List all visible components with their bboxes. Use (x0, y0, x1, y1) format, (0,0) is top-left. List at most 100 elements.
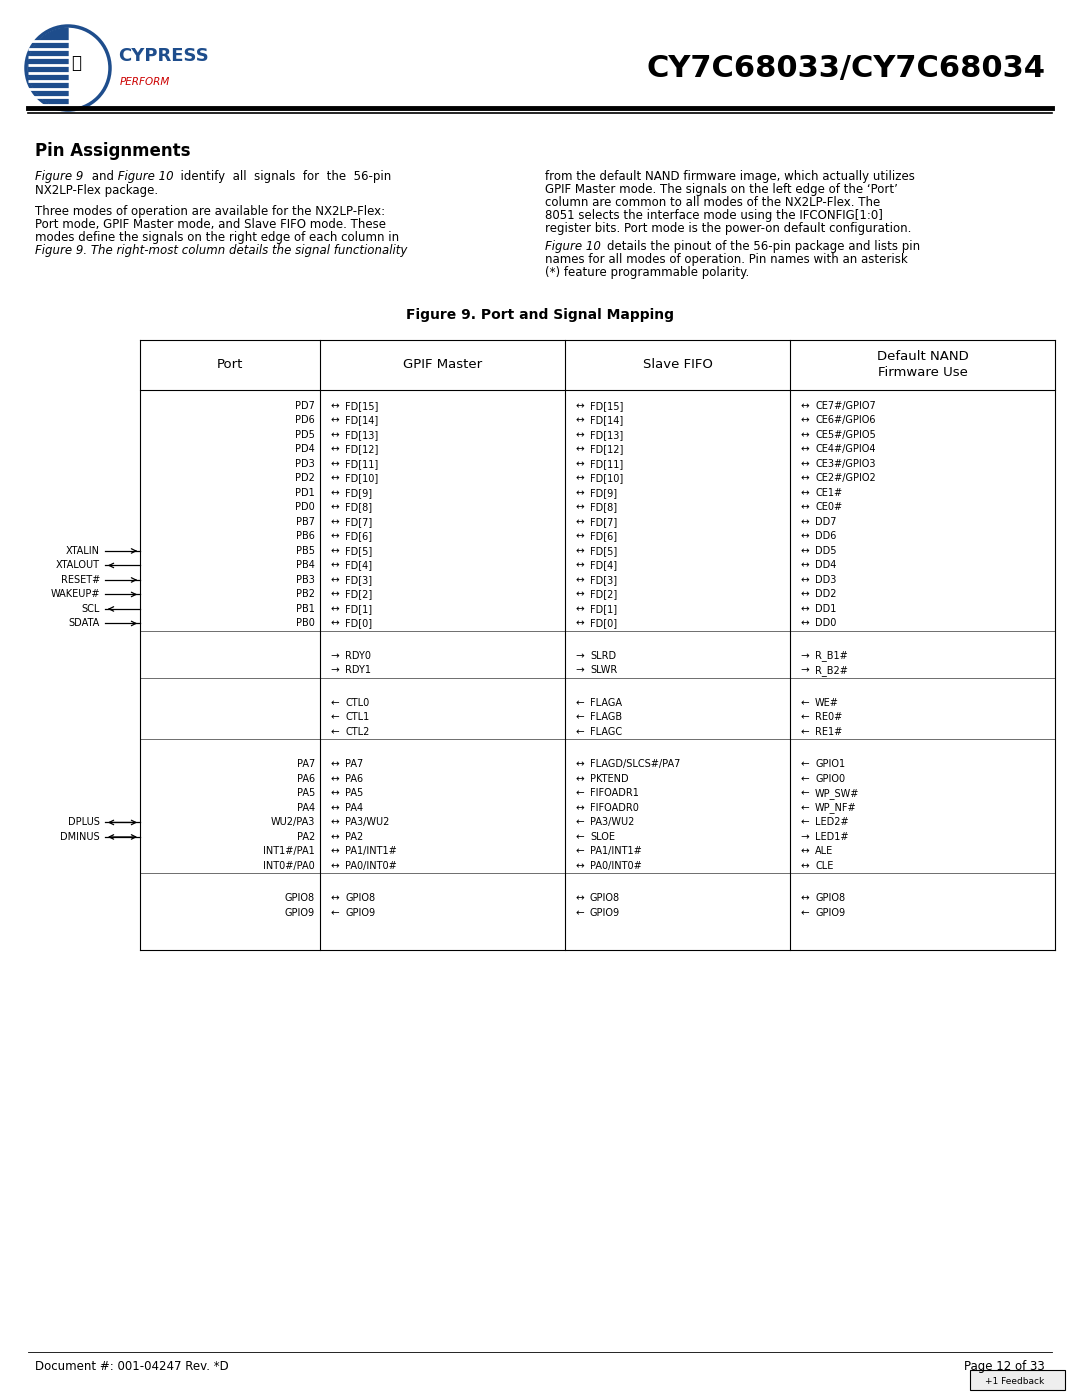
Text: PD5: PD5 (295, 430, 315, 440)
Text: Figure 10: Figure 10 (545, 240, 600, 253)
Text: Three modes of operation are available for the NX2LP-Flex:: Three modes of operation are available f… (35, 205, 386, 218)
Text: ↔: ↔ (330, 460, 339, 469)
Text: Document #: 001-04247 Rev. *D: Document #: 001-04247 Rev. *D (35, 1361, 229, 1373)
Text: DD2: DD2 (815, 590, 837, 599)
Text: ↔: ↔ (800, 415, 809, 426)
Text: CY7C68033/CY7C68034: CY7C68033/CY7C68034 (646, 53, 1045, 82)
Text: WU2/PA3: WU2/PA3 (271, 817, 315, 827)
Text: FD[6]: FD[6] (345, 531, 373, 542)
Text: register bits. Port mode is the power-on default configuration.: register bits. Port mode is the power-on… (545, 222, 912, 235)
Text: FLAGD/SLCS#/PA7: FLAGD/SLCS#/PA7 (590, 760, 680, 770)
Text: Firmware Use: Firmware Use (878, 366, 968, 380)
Text: ↔: ↔ (576, 474, 584, 483)
Text: ↔: ↔ (800, 444, 809, 454)
Text: CYPRESS: CYPRESS (118, 47, 208, 66)
Text: ↔: ↔ (800, 503, 809, 513)
Text: ↔: ↔ (576, 774, 584, 784)
Text: CE6#/GPIO6: CE6#/GPIO6 (815, 415, 876, 426)
Text: GPIO0: GPIO0 (815, 774, 846, 784)
Text: FD[15]: FD[15] (590, 401, 623, 411)
Bar (970, 1370, 1065, 1390)
Text: Figure 9: Figure 9 (35, 170, 83, 183)
Text: FD[11]: FD[11] (590, 460, 623, 469)
Text: FD[8]: FD[8] (345, 503, 373, 513)
Text: ←: ← (330, 698, 339, 708)
Text: DD3: DD3 (815, 576, 836, 585)
Text: ↔: ↔ (330, 430, 339, 440)
Text: FD[1]: FD[1] (345, 604, 373, 613)
Text: PA6: PA6 (345, 774, 363, 784)
Text: RESET#: RESET# (60, 576, 100, 585)
Text: ↔: ↔ (330, 546, 339, 556)
Text: DD0: DD0 (815, 619, 836, 629)
Text: CE3#/GPIO3: CE3#/GPIO3 (815, 460, 876, 469)
Text: FD[5]: FD[5] (590, 546, 618, 556)
Text: Slave FIFO: Slave FIFO (643, 359, 713, 372)
Text: ↔: ↔ (330, 444, 339, 454)
Text: PA7: PA7 (345, 760, 363, 770)
Text: ←: ← (330, 726, 339, 738)
Text: SCL: SCL (82, 604, 100, 613)
Text: ←: ← (576, 908, 584, 918)
Text: ↔: ↔ (576, 444, 584, 454)
Text: ↔: ↔ (576, 415, 584, 426)
Text: ↔: ↔ (800, 560, 809, 570)
Text: names for all modes of operation. Pin names with an asterisk: names for all modes of operation. Pin na… (545, 253, 908, 265)
Text: RDY1: RDY1 (345, 665, 372, 676)
Text: SDATA: SDATA (69, 619, 100, 629)
Text: PD4: PD4 (295, 444, 315, 454)
Text: ↔: ↔ (800, 517, 809, 527)
Text: ↔: ↔ (800, 531, 809, 542)
Text: R_B2#: R_B2# (815, 665, 848, 676)
Text: GPIO8: GPIO8 (345, 894, 375, 904)
Text: PD6: PD6 (295, 415, 315, 426)
Text: 8051 selects the interface mode using the IFCONFIG[1:0]: 8051 selects the interface mode using th… (545, 210, 882, 222)
Text: ↔: ↔ (576, 460, 584, 469)
Text: and: and (87, 170, 118, 183)
Text: WAKEUP#: WAKEUP# (51, 590, 100, 599)
Text: ↔: ↔ (330, 531, 339, 542)
Text: FD[14]: FD[14] (590, 415, 623, 426)
Text: DD1: DD1 (815, 604, 836, 613)
Text: SLOE: SLOE (590, 833, 615, 842)
Text: FD[12]: FD[12] (345, 444, 378, 454)
Text: SLRD: SLRD (590, 651, 616, 661)
Text: PA3/WU2: PA3/WU2 (590, 817, 634, 827)
Text: Figure 10: Figure 10 (114, 170, 174, 183)
Text: PB0: PB0 (296, 619, 315, 629)
Text: R_B1#: R_B1# (815, 651, 848, 661)
Text: PB6: PB6 (296, 531, 315, 542)
Text: FD[11]: FD[11] (345, 460, 378, 469)
Text: PA0/INT0#: PA0/INT0# (345, 861, 396, 870)
Text: FD[9]: FD[9] (590, 488, 617, 497)
Text: modes define the signals on the right edge of each column in: modes define the signals on the right ed… (35, 231, 400, 244)
Text: CE5#/GPIO5: CE5#/GPIO5 (815, 430, 876, 440)
Text: ↔: ↔ (800, 604, 809, 613)
Text: ←: ← (800, 774, 809, 784)
Text: ←: ← (330, 908, 339, 918)
Text: ←: ← (576, 833, 584, 842)
Text: Port mode, GPIF Master mode, and Slave FIFO mode. These: Port mode, GPIF Master mode, and Slave F… (35, 218, 386, 231)
Text: ALE: ALE (815, 847, 834, 856)
Text: from the default NAND firmware image, which actually utilizes: from the default NAND firmware image, wh… (545, 170, 915, 183)
Text: ↔: ↔ (800, 460, 809, 469)
Text: FD[4]: FD[4] (345, 560, 373, 570)
Text: CE2#/GPIO2: CE2#/GPIO2 (815, 474, 876, 483)
Text: →: → (330, 665, 339, 676)
Text: FD[15]: FD[15] (345, 401, 378, 411)
Text: RE0#: RE0# (815, 712, 842, 722)
Text: ←: ← (800, 803, 809, 813)
Text: PA4: PA4 (345, 803, 363, 813)
Text: FD[14]: FD[14] (345, 415, 378, 426)
Text: GPIO1: GPIO1 (815, 760, 846, 770)
Text: Figure 9. The right-most column details the signal functionality: Figure 9. The right-most column details … (35, 244, 407, 257)
Text: Page 12 of 33: Page 12 of 33 (964, 1361, 1045, 1373)
Text: ↔: ↔ (576, 590, 584, 599)
Text: ↔: ↔ (576, 401, 584, 411)
Text: PA0/INT0#: PA0/INT0# (590, 861, 642, 870)
Text: PA6: PA6 (297, 774, 315, 784)
Text: FD[12]: FD[12] (590, 444, 623, 454)
Text: ↔: ↔ (330, 415, 339, 426)
Text: PD3: PD3 (295, 460, 315, 469)
Text: PB7: PB7 (296, 517, 315, 527)
